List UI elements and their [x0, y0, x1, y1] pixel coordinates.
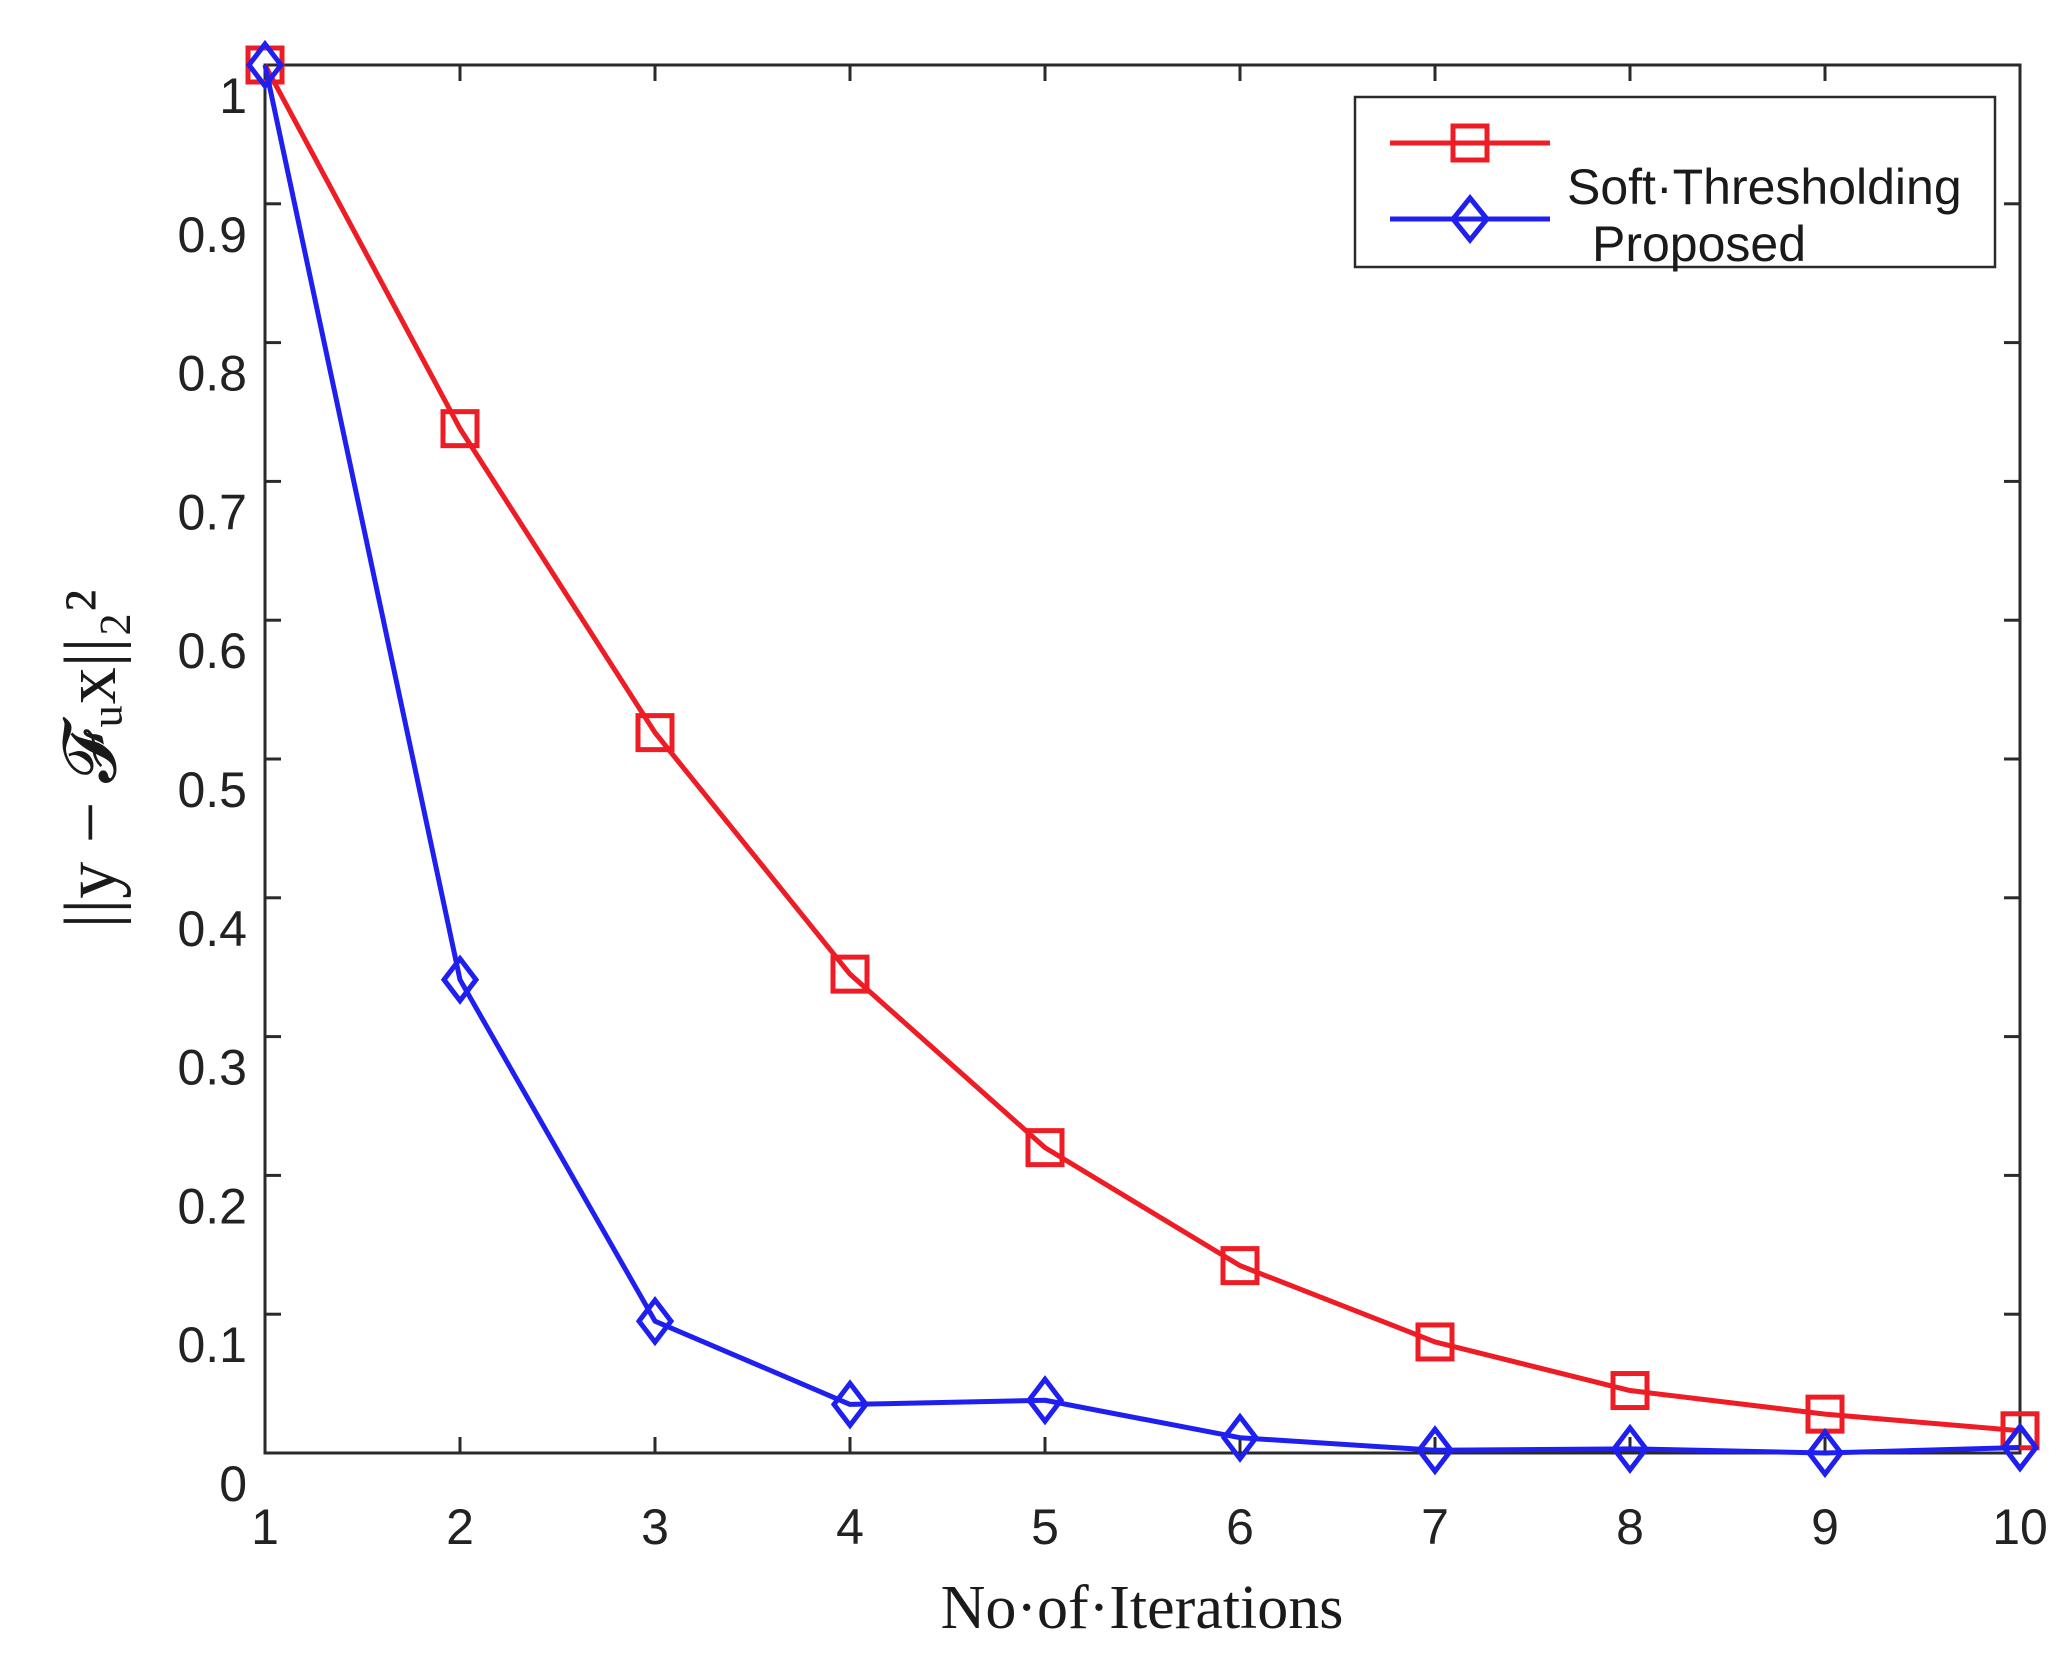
x-tick-label: 1: [251, 1499, 279, 1555]
x-tick-label: 3: [641, 1499, 669, 1555]
data-point-proposed: [245, 39, 285, 91]
data-point-proposed: [1220, 1412, 1260, 1463]
y-tick-label: 0.9: [177, 207, 247, 263]
data-point-proposed: [2000, 1422, 2040, 1473]
data-point-soft-thresholding: [1415, 1322, 1455, 1362]
legend-label-proposed: Proposed: [1592, 216, 1806, 272]
y-tick-label: 0.4: [177, 901, 247, 957]
x-tick-label: 7: [1421, 1499, 1449, 1555]
data-point-proposed: [635, 1296, 675, 1347]
x-tick-label: 6: [1226, 1499, 1254, 1555]
data-point-soft-thresholding: [830, 954, 870, 994]
x-tick-label: 9: [1811, 1499, 1839, 1555]
y-axis: 0 0.1 0.2 0.3 0.4 0.5 0.6 0.7 0.8 0.9 1: [177, 63, 2020, 1512]
legend-box: [1353, 95, 1997, 269]
data-point-soft-thresholding: [635, 713, 675, 753]
series-line-proposed: [262, 64, 2021, 1456]
x-tick-label: 2: [446, 1499, 474, 1555]
data-point-proposed: [1415, 1425, 1455, 1476]
y-tick-label: 0.1: [177, 1317, 247, 1373]
legend-marker-soft-thresholding: [1450, 123, 1490, 163]
data-point-soft-thresholding: [1220, 1246, 1260, 1286]
x-axis-label: No·of·Iterations: [941, 1574, 1344, 1642]
legend: Soft·Thresholding Proposed: [1353, 95, 1997, 272]
x-axis: 1 2 3 4 5 6 7 8 9 10: [251, 65, 2048, 1555]
y-tick-label: 0.2: [177, 1178, 247, 1234]
x-tick-label: 4: [836, 1499, 864, 1555]
data-point-proposed: [830, 1379, 870, 1430]
data-point-soft-thresholding: [1610, 1371, 1650, 1411]
data-point-soft-thresholding: [440, 409, 480, 449]
legend-marker-proposed: [1449, 194, 1491, 244]
x-tick-label: 10: [1992, 1499, 2048, 1555]
data-point-proposed: [1805, 1427, 1845, 1479]
y-tick-label: 0.8: [177, 346, 247, 402]
x-tick-label: 5: [1031, 1499, 1059, 1555]
series-group: [245, 39, 2040, 1479]
x-tick-label: 8: [1616, 1499, 1644, 1555]
y-tick-label: 0.5: [177, 762, 247, 818]
series-line-soft-thresholding: [262, 63, 2021, 1434]
plot-area: [263, 63, 2022, 1455]
y-tick-label: 0.3: [177, 1040, 247, 1096]
data-point-proposed: [1025, 1375, 1065, 1426]
y-tick-label: 0: [219, 1456, 247, 1512]
y-tick-label: 0.6: [177, 623, 247, 679]
y-tick-label: 0.7: [177, 484, 247, 540]
y-tick-label: 1: [219, 68, 247, 124]
y-axis-label: ||y − 𝓕ᵤx||₂²: [50, 590, 132, 929]
data-point-proposed: [1610, 1423, 1650, 1474]
data-point-soft-thresholding: [1025, 1128, 1065, 1168]
legend-label-soft-thresholding: Soft·Thresholding: [1567, 159, 1962, 215]
data-point-proposed: [440, 954, 480, 1005]
